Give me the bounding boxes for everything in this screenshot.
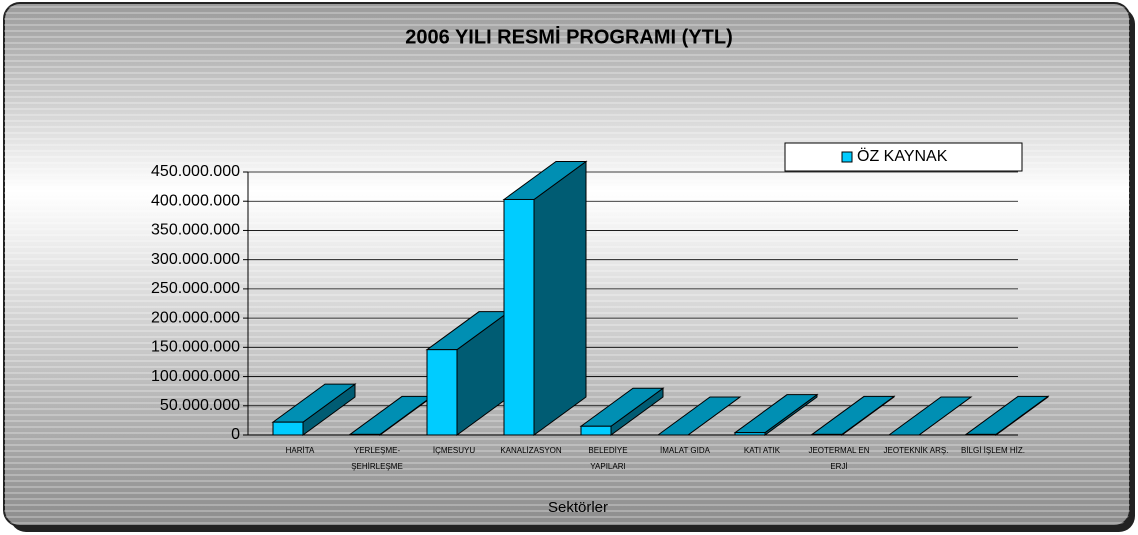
bar — [349, 433, 381, 436]
y-tick-label: 400.000.000 — [151, 192, 240, 209]
y-tick-label: 250.000.000 — [151, 280, 240, 297]
x-tick-label: KATI ATIK — [743, 446, 781, 455]
x-tick-label: JEOTERMAL EN ERJİ — [808, 446, 870, 471]
bar — [426, 349, 458, 436]
x-tick-label: BELEDİYE YAPILARI — [588, 446, 628, 471]
y-tick-label: 450.000.000 — [151, 163, 240, 180]
y-tick-label: 100.000.000 — [151, 368, 240, 385]
bar — [965, 433, 997, 436]
bar-side — [533, 160, 587, 436]
chart-title: 2006 YILI RESMİ PROGRAMI (YTL) — [405, 25, 732, 48]
x-tick-label: YERLEŞME- ŞEHİRLEŞME — [351, 446, 403, 471]
bar-top — [887, 396, 973, 436]
legend-box — [784, 142, 1023, 172]
y-tick-label: 300.000.000 — [151, 251, 240, 268]
x-tick-label: KANALİZASYON — [500, 446, 562, 455]
x-tick-label: İMALAT GIDA — [660, 446, 710, 455]
x-axis-label: Sektörler — [548, 499, 608, 516]
bar — [811, 433, 843, 436]
y-tick-label: 350.000.000 — [151, 222, 240, 239]
bar — [272, 421, 304, 436]
bar — [503, 198, 535, 436]
x-tick-label: İÇMESUYU — [432, 446, 476, 455]
bar-top — [656, 396, 742, 436]
y-tick-label: 150.000.000 — [151, 339, 240, 356]
x-tick-label: HARİTA — [285, 446, 315, 455]
legend-swatch — [841, 151, 853, 163]
bar — [734, 432, 766, 436]
y-tick-label: 0 — [231, 426, 240, 443]
x-tick-label: JEOTEKNİK ARŞ. — [883, 446, 949, 455]
y-tick-label: 200.000.000 — [151, 309, 240, 326]
bar — [580, 425, 612, 436]
x-tick-label: BİLGİ İŞLEM HİZ. — [960, 446, 1025, 455]
legend-label: ÖZ KAYNAK — [857, 147, 948, 165]
y-tick-label: 50.000.000 — [160, 397, 240, 414]
legend: ÖZ KAYNAK — [784, 142, 1023, 172]
